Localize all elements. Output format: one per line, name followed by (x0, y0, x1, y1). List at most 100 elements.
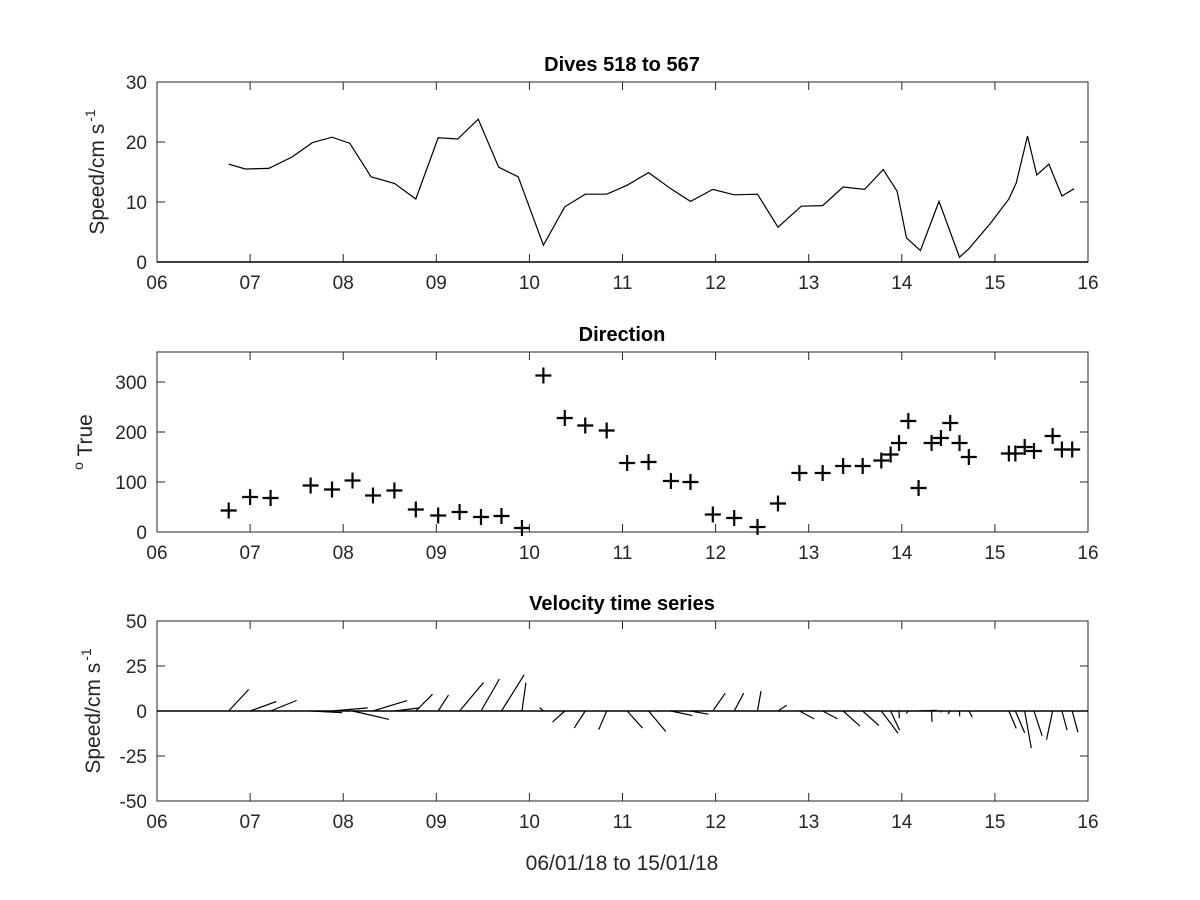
speed-x-tick-label: 07 (240, 273, 261, 294)
direction-y-tick-label: 200 (115, 423, 147, 444)
direction-point (324, 481, 341, 498)
direction-point (942, 415, 959, 431)
velocity-stick (480, 678, 500, 712)
direction-point (682, 474, 699, 490)
velocity-x-tick-label: 16 (1077, 812, 1098, 833)
speed-x-tick-label: 13 (798, 273, 819, 294)
direction-point (577, 417, 594, 434)
direction-point (1007, 445, 1024, 462)
velocity-stick (539, 707, 544, 712)
speed-y-tick-label: 20 (126, 133, 147, 154)
velocity-y-tick-label: -50 (120, 792, 147, 813)
direction-point (344, 472, 361, 489)
velocity-stick (880, 710, 899, 734)
direction-point (386, 482, 403, 499)
velocity-stick (1061, 710, 1068, 731)
velocity-x-tick-label: 06 (146, 812, 167, 833)
direction-point (960, 449, 977, 465)
speed-y-ticks: 0 10 20 30 (126, 73, 1088, 274)
velocity-x-tick-label: 07 (240, 812, 261, 833)
direction-x-tick-label: 13 (798, 543, 819, 564)
direction-point (1044, 428, 1061, 444)
direction-plot-area (156, 351, 1089, 533)
direction-point (1064, 441, 1081, 458)
speed-x-tick-label: 11 (613, 273, 633, 294)
direction-point (854, 458, 871, 474)
velocity-stick (626, 710, 644, 729)
speed-plot-area (156, 81, 1089, 263)
velocity-y-tick-label: -25 (120, 747, 147, 768)
direction-point (932, 430, 949, 446)
direction-point (882, 446, 899, 463)
speed-y-tick-label: 30 (126, 73, 147, 94)
direction-point (640, 454, 657, 470)
velocity-stick (905, 710, 909, 714)
speed-series (157, 118, 1088, 263)
velocity-stick (690, 710, 709, 715)
velocity-stick (437, 694, 450, 712)
direction-point (451, 504, 468, 520)
direction-point (364, 487, 381, 504)
speed-x-tick-label: 14 (891, 273, 913, 294)
speed-y-tick-label: 0 (136, 253, 147, 274)
velocity-stick (415, 693, 433, 712)
velocity-stick (842, 710, 861, 727)
direction-x-tick-label: 11 (613, 543, 633, 564)
velocity-x-ticks: 06 07 08 09 10 11 12 13 14 15 16 (146, 621, 1099, 833)
direction-point (407, 501, 424, 518)
velocity-stick (1033, 710, 1043, 736)
direction-point (749, 519, 766, 535)
velocity-stick (228, 689, 250, 712)
direction-point (791, 465, 808, 481)
speed-x-tick-label: 16 (1077, 273, 1098, 294)
velocity-stick (799, 710, 815, 720)
velocity-stick (947, 710, 951, 715)
speed-x-tick-label: 06 (146, 273, 167, 294)
direction-point (873, 452, 890, 469)
speed-y-axis-label: Speed/cm s-1 (82, 109, 109, 235)
velocity-x-tick-label: 14 (891, 812, 913, 833)
velocity-x-tick-label: 12 (705, 812, 726, 833)
velocity-stick (1014, 710, 1026, 734)
velocity-stick (331, 707, 368, 712)
velocity-panel: Velocity time series Speed/cm s-1 06 07 08… (78, 593, 1099, 833)
speed-x-ticks: 06 07 08 09 10 11 12 13 14 15 16 (146, 82, 1099, 294)
direction-x-tick-label: 08 (333, 543, 354, 564)
velocity-x-tick-label: 13 (798, 812, 819, 833)
velocity-x-tick-label: 09 (426, 812, 447, 833)
direction-x-tick-label: 16 (1077, 543, 1098, 564)
direction-x-tick-label: 15 (984, 543, 1005, 564)
direction-point (220, 502, 237, 519)
direction-point (598, 422, 615, 439)
velocity-stick (249, 700, 277, 712)
direction-point (900, 413, 917, 429)
velocity-y-axis-label: Speed/cm s-1 (78, 648, 105, 774)
velocity-x-tick-label: 11 (613, 812, 633, 833)
velocity-stick (352, 710, 390, 720)
velocity-stick (310, 710, 343, 714)
velocity-stick (712, 692, 726, 712)
velocity-y-ticks: -50 -25 0 25 50 (120, 612, 1088, 813)
direction-x-tick-label: 06 (146, 543, 167, 564)
velocity-x-tick-label: 15 (984, 812, 1005, 833)
velocity-stick (648, 710, 667, 732)
speed-line (228, 118, 1075, 259)
direction-x-tick-label: 09 (426, 543, 447, 564)
velocity-stick (521, 682, 527, 712)
speed-title: Dives 518 to 567 (544, 54, 700, 76)
direction-x-tick-label: 14 (891, 543, 913, 564)
direction-x-tick-label: 12 (705, 543, 726, 564)
speed-y-tick-label: 10 (126, 193, 147, 214)
direction-series (220, 367, 1081, 536)
velocity-stick (822, 710, 838, 720)
direction-point (769, 495, 786, 512)
direction-point (726, 510, 743, 526)
x-axis-label: 06/01/18 to 15/01/18 (526, 852, 719, 875)
direction-y-tick-label: 100 (115, 473, 147, 494)
direction-y-ticks: 0 100 200 300 (115, 373, 1088, 544)
velocity-series (157, 674, 1088, 749)
velocity-stick (918, 709, 937, 712)
direction-point (556, 410, 573, 426)
direction-point (814, 465, 831, 481)
